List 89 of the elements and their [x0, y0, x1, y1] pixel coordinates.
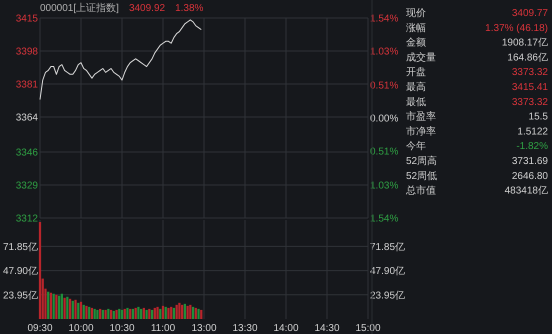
y2-tick-label: 1.03%	[370, 180, 398, 192]
x-tick-label: 15:00	[355, 323, 381, 334]
text: 3409.92	[128, 3, 166, 14]
bar	[107, 308, 110, 319]
text: 3373.32	[512, 67, 548, 78]
y2-tick-label: 1.54%	[370, 214, 398, 224]
text: 1.38%	[175, 3, 204, 14]
y-tick-label: 3364	[16, 112, 38, 124]
bar	[118, 308, 120, 319]
y2-tick-label: 71.85亿	[370, 242, 406, 253]
bar	[129, 308, 132, 319]
bar	[52, 294, 55, 319]
category-label: 最低	[406, 96, 426, 108]
category-label: 总市值	[405, 184, 436, 197]
text: 15.5	[528, 112, 548, 123]
bar	[60, 294, 63, 319]
bar	[170, 306, 172, 319]
y2-tick-label: 1.03%	[370, 46, 398, 58]
text: 1.37% (46.18)	[485, 22, 548, 34]
bar	[58, 296, 60, 319]
category-label: 今年	[406, 140, 426, 152]
bar	[124, 308, 126, 319]
y2-tick-label: 23.95亿	[370, 290, 406, 302]
bar	[47, 292, 50, 319]
y2-tick-label: 1.54%	[370, 14, 398, 24]
y-tick-label: 3415	[16, 14, 38, 24]
text: 3373.32	[512, 96, 548, 108]
y-tick-label: 3381	[16, 80, 38, 91]
y-tick-label: 3329	[16, 180, 38, 192]
y2-tick-label: 47.90亿	[370, 266, 406, 278]
text: 164.86亿	[507, 52, 548, 64]
bar	[154, 308, 156, 319]
x-tick-label: 11:00	[150, 323, 176, 334]
y2-tick-label: 0.51%	[370, 80, 398, 92]
text: 3731.69	[512, 156, 548, 167]
category-label: 最高	[406, 81, 426, 93]
text: 3409.77	[512, 8, 548, 19]
y2-tick-label: 0.00%	[370, 114, 398, 124]
text: -1.82%	[516, 141, 548, 152]
bar	[66, 296, 68, 319]
x-tick-label: 13:30	[232, 323, 258, 334]
bar	[200, 310, 202, 319]
y-tick-label: 47.90亿	[2, 266, 38, 278]
bar	[134, 308, 137, 319]
bar	[94, 308, 96, 319]
bar	[38, 222, 42, 319]
bar	[140, 308, 142, 319]
x-tick-label: 14:30	[314, 323, 340, 334]
x-tick-label: 10:30	[109, 323, 135, 334]
y-tick-label: 3398	[16, 46, 38, 58]
category-label: 涨幅	[406, 22, 426, 34]
bar	[159, 308, 162, 319]
text: 1.5122	[517, 126, 548, 138]
text: 483418亿	[504, 186, 548, 197]
y-tick-label: 71.85亿	[2, 242, 38, 253]
chart-title: 000001[上证指数]	[40, 2, 120, 14]
x-tick-label: 09:30	[27, 323, 53, 334]
category-label: 开盘	[406, 66, 426, 78]
category-label: 52周低	[406, 170, 438, 182]
text: 2646.80	[512, 170, 548, 182]
x-tick-label: 13:00	[191, 323, 217, 334]
bar	[164, 306, 167, 319]
bar	[189, 304, 192, 319]
bar	[176, 304, 178, 319]
y2-tick-label: 0.51%	[370, 146, 398, 158]
category-label: 52周高	[406, 155, 438, 167]
category-label: 市净率	[406, 125, 436, 138]
x-tick-label: 14:00	[273, 323, 299, 334]
bar	[112, 310, 115, 319]
category-label: 金额	[406, 36, 426, 49]
y-tick-label: 3312	[16, 214, 38, 224]
bar	[181, 304, 184, 319]
y-tick-label: 3346	[16, 147, 38, 158]
category-label: 成交量	[406, 51, 436, 64]
category-label: 现价	[406, 7, 426, 19]
bar	[72, 300, 74, 319]
bar	[194, 308, 197, 319]
text: 3415.41	[512, 82, 548, 93]
category-label: 市盈率	[406, 110, 436, 123]
bar	[88, 306, 90, 319]
bar	[148, 308, 150, 319]
text: 1908.17亿	[502, 38, 548, 49]
y-tick-label: 23.95亿	[2, 290, 38, 302]
bar	[50, 292, 52, 319]
x-tick-label: 10:00	[68, 323, 94, 334]
line-series	[40, 19, 202, 100]
bar	[82, 304, 85, 319]
bar	[77, 302, 80, 319]
bar	[99, 308, 102, 319]
